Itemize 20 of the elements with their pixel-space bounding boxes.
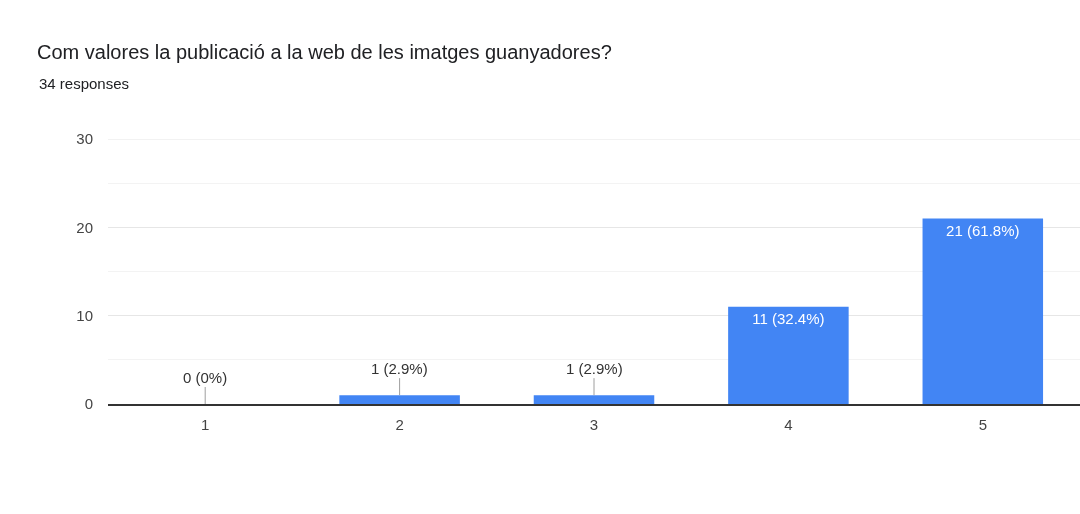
y-tick-label: 20 [76, 218, 93, 236]
data-label: 11 (32.4%) [752, 309, 825, 327]
x-tick-label: 4 [784, 416, 793, 433]
data-label: 21 (61.8%) [946, 221, 1020, 239]
y-tick-label: 0 [84, 395, 93, 413]
chart-title: Com valores la publicació a la web de les imatges guanyadores? [37, 41, 612, 63]
chart-subtitle: 34 responses [39, 75, 130, 92]
x-tick-label: 2 [395, 416, 404, 433]
bar [922, 218, 1044, 404]
data-label: 1 (2.9%) [371, 360, 428, 377]
bar [533, 395, 655, 404]
data-label: 1 (2.9%) [566, 360, 623, 377]
bar [339, 395, 460, 404]
y-tick-label: 30 [76, 130, 93, 148]
data-label: 0 (0%) [183, 369, 228, 386]
x-tick-label: 3 [589, 416, 599, 433]
y-tick-label: 10 [76, 306, 93, 324]
x-tick-label: 1 [201, 416, 210, 433]
bar [728, 306, 849, 404]
x-tick-label: 5 [978, 416, 987, 433]
